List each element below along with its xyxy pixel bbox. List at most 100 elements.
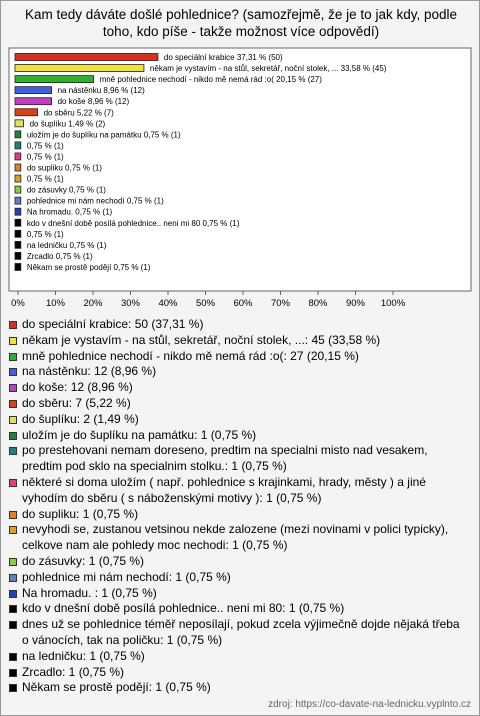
legend-item: do šuplíku: 2 (1,49 %) bbox=[9, 412, 469, 428]
x-tick-label: 50% bbox=[196, 298, 216, 309]
legend-label: někam je vystavím - na stůl, sekretář, n… bbox=[22, 332, 381, 347]
legend-swatch bbox=[9, 415, 17, 424]
legend-label: do supliku: 1 (0,75 %) bbox=[22, 506, 139, 521]
x-tick-label: 20% bbox=[83, 298, 103, 309]
legend-item: některé si doma uložím ( např. pohlednic… bbox=[9, 475, 469, 507]
legend-swatch bbox=[9, 399, 17, 408]
legend-label: Někam se prostě podějí: 1 (0,75 %) bbox=[22, 680, 211, 695]
bar bbox=[14, 64, 145, 72]
bar bbox=[14, 86, 52, 95]
legend-swatch bbox=[9, 668, 17, 677]
bar bbox=[14, 119, 24, 128]
data-label: na nástěnku 8,96 % (12) bbox=[58, 86, 146, 95]
bar bbox=[14, 207, 22, 216]
legend-swatch bbox=[9, 557, 17, 566]
chart-title: Kam tedy dáváte došlé pohlednice? (samoz… bbox=[25, 7, 457, 39]
bar bbox=[14, 130, 22, 139]
data-label: do sběru 5,22 % (7) bbox=[44, 108, 115, 117]
legend-item: do supliku: 1 (0,75 %) bbox=[9, 507, 469, 523]
x-tick-label: 90% bbox=[346, 298, 366, 309]
data-label: Zrcadlo 0,75 % (1) bbox=[27, 252, 93, 261]
legend-item: do zásuvky: 1 (0,75 %) bbox=[9, 554, 469, 570]
x-tick-label: 100% bbox=[381, 298, 406, 309]
legend-item: Na hromadu. : 1 (0,75 %) bbox=[9, 586, 469, 602]
data-label: do koše 8,96 % (12) bbox=[58, 97, 130, 106]
legend-label: kdo v dnešní době posílá pohlednice.. ne… bbox=[22, 601, 345, 616]
legend-item: na nástěnku: 12 (8,96 %) bbox=[9, 364, 469, 380]
legend-item: kdo v dnešní době posílá pohlednice.. ne… bbox=[9, 601, 469, 617]
legend-item: po prestehovani nemam doreseno, predtim … bbox=[9, 443, 469, 475]
legend-swatch bbox=[9, 684, 17, 693]
data-label: 0,75 % (1) bbox=[27, 230, 64, 239]
source: zdroj: https://co-davate-na-lednicku.vyp… bbox=[268, 699, 471, 710]
legend-swatch bbox=[9, 336, 17, 345]
data-label: kdo v dnešní době posílá pohlednice.. ne… bbox=[27, 219, 240, 228]
legend-swatch bbox=[9, 605, 17, 614]
legend-label: po prestehovani nemam doreseno, predtim … bbox=[22, 443, 428, 474]
bar bbox=[14, 108, 38, 117]
data-label: mně pohlednice nechodí - nikdo mě nemá r… bbox=[100, 75, 323, 84]
legend-label: do zásuvky: 1 (0,75 %) bbox=[22, 553, 145, 568]
legend-item: pohlednice mi nám nechodí: 1 (0,75 %) bbox=[9, 570, 469, 586]
x-tick-label: 70% bbox=[271, 298, 291, 309]
bar bbox=[14, 97, 52, 106]
legend-swatch bbox=[9, 526, 17, 535]
legend-item: do sběru: 7 (5,22 %) bbox=[9, 396, 469, 412]
x-tick-label: 30% bbox=[121, 298, 141, 309]
legend-item: dnes už se pohlednice téměř neposílají, … bbox=[9, 617, 469, 649]
legend-label: do koše: 12 (8,96 %) bbox=[22, 380, 133, 395]
data-label: na ledničku 0,75 % (1) bbox=[27, 241, 107, 250]
bar bbox=[14, 218, 22, 227]
legend-swatch bbox=[9, 573, 17, 582]
data-label: někam je vystavím - na stůl, sekretář, n… bbox=[150, 64, 387, 73]
bar bbox=[14, 229, 22, 238]
legend-label: do sběru: 7 (5,22 %) bbox=[22, 395, 131, 410]
legend-label: do šuplíku: 2 (1,49 %) bbox=[22, 411, 139, 426]
legend-swatch bbox=[9, 447, 17, 456]
x-tick-label: 60% bbox=[233, 298, 253, 309]
legend-label: do speciální krabice: 50 (37,31 %) bbox=[22, 317, 204, 331]
legend-label: mně pohlednice nechodí - nikdo mě nemá r… bbox=[22, 348, 359, 363]
plot: 0% 10% 20% 30% 40% 50% 60% 70% 80% 90% 100% do spec… bbox=[8, 47, 472, 309]
data-label: uložím je do šuplíku na památku 0,75 % (… bbox=[27, 130, 181, 139]
legend-swatch bbox=[9, 478, 17, 487]
x-tick-label: 0% bbox=[11, 298, 25, 309]
legend-swatch bbox=[9, 589, 17, 598]
bar bbox=[14, 75, 94, 83]
legend-swatch bbox=[9, 384, 17, 393]
bar bbox=[14, 263, 22, 271]
legend-item: mně pohlednice nechodí - nikdo mě nemá r… bbox=[9, 349, 469, 365]
bar bbox=[14, 53, 159, 61]
bar bbox=[14, 251, 22, 260]
x-tick-label: 10% bbox=[46, 298, 66, 309]
data-label: Někam se prostě podějí 0,75 % (1) bbox=[27, 263, 151, 272]
legend-label: pohlednice mi nám nechodí: 1 (0,75 %) bbox=[22, 569, 231, 584]
data-label: do speciální krabice 37,31 % (50) bbox=[164, 53, 283, 62]
legend-label: na ledničku: 1 (0,75 %) bbox=[22, 648, 145, 663]
data-label: do šuplíku 1,49 % (2) bbox=[30, 119, 106, 128]
legend-label: některé si doma uložím ( např. pohlednic… bbox=[22, 474, 426, 505]
x-tick-label: 40% bbox=[158, 298, 178, 309]
legend-label: uložím je do šuplíku na památku: 1 (0,75… bbox=[22, 427, 257, 442]
legend: do speciální krabice: 50 (37,31 %) někam … bbox=[9, 317, 469, 696]
data-label: 0,75 % (1) bbox=[27, 175, 64, 184]
bar bbox=[14, 196, 22, 205]
legend-item: někam je vystavím - na stůl, sekretář, n… bbox=[9, 333, 469, 349]
x-tick-label: 80% bbox=[308, 298, 328, 309]
legend-swatch bbox=[9, 510, 17, 519]
legend-label: Zrcadlo: 1 (0,75 %) bbox=[22, 664, 125, 679]
legend-label: na nástěnku: 12 (8,96 %) bbox=[22, 364, 157, 379]
legend-swatch bbox=[9, 652, 17, 661]
legend-label: Na hromadu. : 1 (0,75 %) bbox=[22, 585, 157, 600]
legend-item: uložím je do šuplíku na památku: 1 (0,75… bbox=[9, 428, 469, 444]
legend-swatch bbox=[9, 431, 17, 440]
bar bbox=[14, 185, 22, 194]
legend-item: do speciální krabice: 50 (37,31 %) bbox=[9, 317, 469, 333]
data-label: Na hromadu. 0,75 % (1) bbox=[27, 208, 113, 217]
data-label: do zásuvky 0,75 % (1) bbox=[27, 186, 106, 195]
legend-label: nevyhodi se, zustanou vetsinou nekde zal… bbox=[22, 522, 449, 553]
bar bbox=[14, 141, 22, 150]
data-label: do supliku 0,75 % (1) bbox=[27, 164, 102, 173]
bar bbox=[14, 152, 22, 161]
